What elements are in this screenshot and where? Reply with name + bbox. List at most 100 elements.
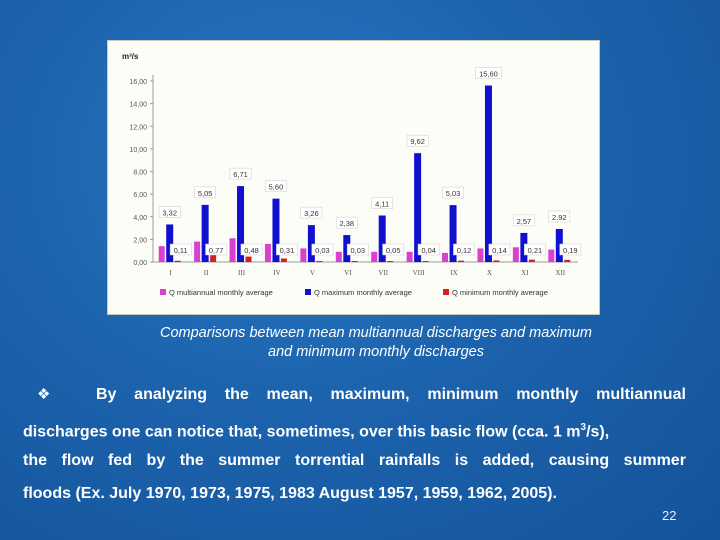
bar-min — [280, 258, 287, 262]
diamond-bullet-icon: ❖ — [37, 386, 51, 403]
body-line-3: the flow fed by the summer torrential ra… — [23, 452, 686, 470]
y-tick-label: 0,00 — [133, 260, 147, 267]
bar-min — [493, 260, 500, 262]
data-label: 15,60 — [479, 70, 498, 79]
body-line-2: discharges one can notice that, sometime… — [23, 422, 609, 441]
bar-mean — [264, 243, 271, 262]
legend-swatch — [160, 289, 166, 295]
word: causing — [548, 452, 610, 469]
data-label-box — [194, 186, 216, 199]
word: is — [454, 452, 469, 469]
body-line-4: floods (Ex. July 1970, 1973, 1975, 1983 … — [23, 485, 557, 502]
data-label-box — [335, 216, 358, 229]
data-label: 0,12 — [457, 246, 472, 255]
discharge-chart: m³/s 0,00 2,00 4,00 6,00 8,00 10,00 12,00 14,00 1… — [107, 40, 600, 315]
x-tick-label: III — [238, 269, 246, 277]
data-label: 0,77 — [209, 246, 224, 255]
page-number: 22 — [662, 508, 677, 523]
data-label-box — [169, 243, 192, 256]
x-tick-label: VIII — [413, 269, 426, 277]
x-tick-label: X — [487, 269, 492, 277]
data-label-box — [548, 210, 571, 223]
data-label: 0,05 — [386, 246, 401, 255]
word: the — [224, 386, 249, 403]
body-line-2-tail: /s), — [586, 423, 610, 441]
word: multiannual — [596, 386, 686, 403]
y-tick-label: 4,00 — [133, 215, 147, 222]
data-label-box — [276, 243, 298, 256]
word: the — [23, 452, 47, 469]
bar-mean — [371, 251, 378, 262]
bar-max — [520, 232, 528, 262]
x-tick-label: IX — [450, 269, 457, 277]
bar-min — [528, 259, 535, 262]
word: summer — [623, 452, 686, 469]
bar-mean — [194, 241, 201, 262]
x-tick-label: V — [310, 269, 315, 277]
data-label-box — [442, 186, 464, 199]
data-label-box — [205, 243, 227, 256]
bar-max — [414, 153, 422, 262]
word: summer — [218, 452, 281, 469]
data-label: 0,19 — [563, 246, 578, 255]
word: torrential — [295, 452, 365, 469]
data-label-box — [229, 167, 252, 180]
bar-min — [422, 261, 429, 262]
data-label-box — [311, 243, 334, 256]
data-label: 2.92 — [552, 213, 567, 222]
data-label-box — [559, 243, 582, 256]
data-label: 0,21 — [528, 246, 543, 255]
data-label: 0,03 — [315, 246, 330, 255]
data-label: 9,62 — [410, 137, 425, 146]
bar-max — [449, 205, 457, 262]
chart-caption: Comparisons between mean multiannual dis… — [100, 324, 652, 362]
data-label-box — [475, 67, 502, 79]
bar-min — [458, 260, 465, 262]
data-label-box — [453, 243, 475, 256]
bar-mean — [548, 249, 555, 262]
bar-min — [316, 261, 323, 262]
word: flow — [61, 452, 94, 469]
caption-line-1: Comparisons between mean multiannual dis… — [160, 325, 592, 341]
word: the — [179, 452, 204, 469]
bar-max — [484, 85, 492, 263]
bar-mean — [442, 252, 449, 262]
word: fed — [108, 452, 133, 469]
word: mean, — [266, 386, 313, 403]
data-label: 0,04 — [421, 246, 436, 255]
data-label: 2,38 — [339, 219, 354, 228]
word: added, — [482, 452, 535, 469]
word: analyzing — [134, 386, 208, 403]
bar-mean — [406, 251, 413, 262]
data-label-box — [417, 243, 440, 256]
word: by — [146, 452, 166, 469]
bar-mean — [300, 248, 307, 262]
data-label: 6,71 — [233, 170, 248, 179]
data-label: 0,11 — [174, 246, 188, 255]
bar-min — [245, 256, 252, 262]
bar-max — [166, 224, 174, 262]
y-tick-label: 8,00 — [133, 170, 147, 177]
y-tick-label: 12,00 — [129, 124, 147, 131]
bar-max — [378, 215, 386, 262]
y-tick-label: 14,00 — [129, 102, 147, 109]
x-tick-label: VII — [378, 269, 388, 277]
bar-min — [351, 261, 358, 262]
data-label: 5,60 — [269, 183, 284, 192]
word: maximum, — [330, 386, 410, 403]
data-label-box — [488, 243, 511, 256]
data-label: 3,32 — [162, 208, 177, 217]
data-label: 2,57 — [517, 217, 532, 226]
bar-max — [201, 204, 209, 262]
data-label-box — [265, 180, 287, 192]
x-tick-label: II — [204, 269, 209, 277]
legend-swatch — [305, 289, 311, 295]
data-label: 0,14 — [492, 246, 507, 255]
data-label-box — [371, 197, 394, 209]
data-label-box — [300, 206, 323, 219]
legend-label: Q maximum monthly average — [314, 288, 412, 297]
data-label-box — [158, 206, 181, 218]
body-line-1: By analyzing the mean, maximum, minimum … — [96, 386, 686, 404]
legend-label: Q minimum monthly average — [452, 288, 548, 297]
data-label: 0,48 — [244, 246, 259, 255]
